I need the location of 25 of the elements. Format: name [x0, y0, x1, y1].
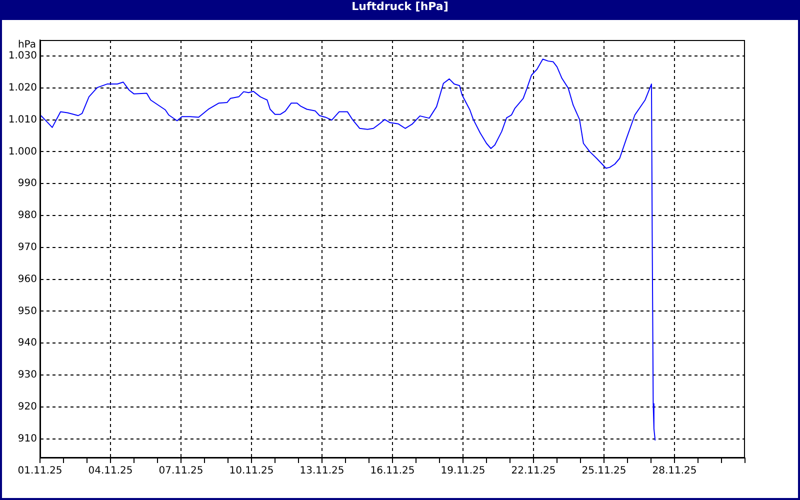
y-tick-label: 950 [18, 306, 37, 317]
x-tick-label: 28.11.25 [652, 466, 697, 477]
x-tick-label: 16.11.25 [370, 466, 415, 477]
y-axis-title: hPa [18, 40, 36, 51]
chart-title: Luftdruck [hPa] [0, 0, 800, 20]
y-tick-label: 1.010 [8, 114, 37, 126]
y-tick-label: 940 [18, 338, 37, 349]
y-tick-label: 1.030 [8, 50, 37, 62]
x-tick-label: 19.11.25 [440, 466, 486, 477]
x-tick-label: 07.11.25 [158, 466, 204, 477]
x-tick-label: 25.11.25 [582, 466, 626, 477]
y-tick-label: 960 [18, 274, 37, 285]
x-tick-label: 04.11.25 [88, 466, 133, 477]
y-tick-label: 980 [18, 210, 37, 222]
y-tick-label: 970 [18, 242, 37, 253]
x-tick-label: 10.11.25 [229, 466, 274, 477]
y-tick-label: 1.020 [8, 82, 37, 94]
y-tick-label: 1.000 [8, 146, 37, 158]
y-tick-label: 910 [18, 433, 37, 444]
x-tick-label: 01.11.25 [18, 466, 62, 477]
x-tick-label: 13.11.25 [300, 466, 344, 477]
y-tick-label: 990 [18, 178, 37, 190]
x-tick-label: 22.11.25 [511, 466, 556, 477]
y-tick-label: 930 [18, 370, 37, 381]
y-tick-label: 920 [18, 402, 37, 413]
